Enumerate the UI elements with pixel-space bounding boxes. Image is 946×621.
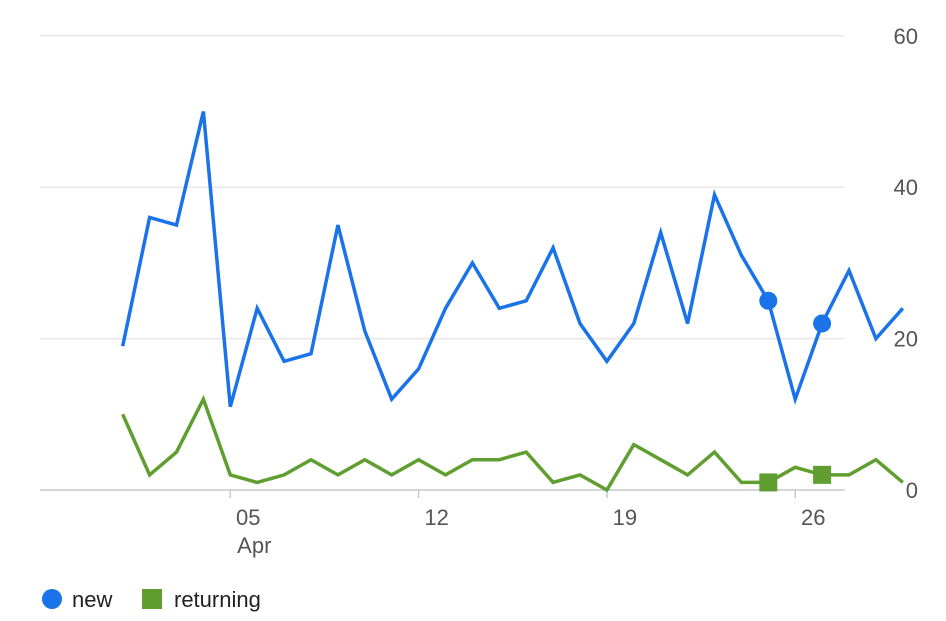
legend-item-new[interactable]: new [42, 587, 112, 612]
legend-new-label: new [72, 587, 112, 612]
y-tick-label: 40 [894, 175, 918, 200]
series-lines [120, 111, 905, 493]
x-tick-label: 05 [236, 505, 260, 530]
legend: new returning [42, 587, 261, 612]
legend-item-returning[interactable]: returning [142, 587, 261, 612]
series-line-new [120, 111, 905, 408]
y-tick-label: 20 [894, 327, 918, 352]
legend-returning-marker-icon [142, 589, 162, 609]
data-point-returning[interactable] [813, 465, 832, 484]
data-point-new[interactable] [813, 314, 832, 333]
legend-returning-label: returning [174, 587, 261, 612]
y-tick-label: 0 [906, 478, 918, 503]
gridlines [40, 35, 845, 340]
x-month-label: Apr [237, 533, 271, 558]
legend-new-marker-icon [42, 589, 62, 609]
y-axis-ticks: 0 20 40 60 [894, 24, 918, 503]
series-line-returning [121, 394, 904, 493]
x-axis-ticks: 05 12 19 26 Apr [229, 490, 825, 558]
x-tick-label: 19 [613, 505, 637, 530]
y-tick-label: 60 [894, 24, 918, 49]
series-markers [759, 291, 832, 492]
x-tick-label: 12 [424, 505, 448, 530]
data-point-new[interactable] [759, 291, 778, 310]
x-tick-label: 26 [801, 505, 825, 530]
data-point-returning[interactable] [759, 473, 778, 492]
